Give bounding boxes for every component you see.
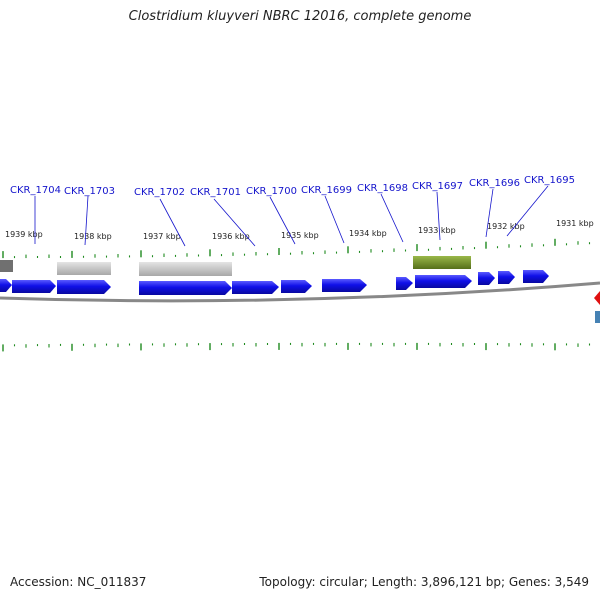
accession-text: Accession: NC_011837 xyxy=(10,575,147,589)
gene-label-ckr-1697[interactable]: CKR_1697 xyxy=(412,181,463,192)
gene-label-ckr-1700[interactable]: CKR_1700 xyxy=(246,186,297,197)
leader-line-ckr-1703 xyxy=(84,195,89,246)
gene-label-ckr-1702[interactable]: CKR_1702 xyxy=(134,187,185,198)
gene-feature-gray[interactable] xyxy=(139,262,232,276)
gene-label-ckr-1699[interactable]: CKR_1699 xyxy=(301,185,352,196)
gene-label-ckr-1696[interactable]: CKR_1696 xyxy=(469,178,520,189)
gene-label-ckr-1701[interactable]: CKR_1701 xyxy=(190,187,241,198)
leader-line-ckr-1698 xyxy=(380,193,404,243)
gene-arrow[interactable] xyxy=(139,281,232,295)
position-label-1939: 1939 kbp xyxy=(5,230,43,239)
leader-line-ckr-1699 xyxy=(324,195,345,244)
genome-backbone xyxy=(0,281,600,303)
position-label-1936: 1936 kbp xyxy=(212,232,250,241)
red-marker[interactable] xyxy=(594,291,600,305)
position-label-1938: 1938 kbp xyxy=(74,232,112,241)
map-title: Clostridium kluyveri NBRC 12016, complet… xyxy=(128,9,472,24)
gene-arrow[interactable] xyxy=(232,281,279,294)
position-label-1935: 1935 kbp xyxy=(281,231,319,240)
leader-line-ckr-1702 xyxy=(159,198,186,247)
inner-tick-ring xyxy=(2,342,591,352)
gene-arrow[interactable] xyxy=(281,280,312,293)
genome-stats-text: Topology: circular; Length: 3,896,121 bp… xyxy=(259,575,589,589)
gene-label-ckr-1703[interactable]: CKR_1703 xyxy=(64,186,115,197)
gene-arrow[interactable] xyxy=(0,279,12,292)
gene-label-ckr-1698[interactable]: CKR_1698 xyxy=(357,183,408,194)
gene-arrow[interactable] xyxy=(498,271,515,284)
outer-tick-ring xyxy=(2,238,591,259)
gene-arrow[interactable] xyxy=(523,270,549,283)
gene-arrow[interactable] xyxy=(415,275,472,288)
gene-feature-gray[interactable] xyxy=(57,262,111,275)
gene-feature-gray-dark[interactable] xyxy=(0,260,13,272)
gene-label-ckr-1695[interactable]: CKR_1695 xyxy=(524,175,575,186)
gene-arrow[interactable] xyxy=(396,277,413,290)
leader-line-ckr-1701 xyxy=(213,198,256,247)
position-label-1933: 1933 kbp xyxy=(418,226,456,235)
gene-arrow[interactable] xyxy=(478,272,495,285)
gene-arrow[interactable] xyxy=(322,279,367,292)
leader-line-ckr-1697 xyxy=(436,191,441,241)
steel-marker[interactable] xyxy=(595,311,600,323)
leader-line-ckr-1695 xyxy=(506,185,549,237)
gene-arrow[interactable] xyxy=(57,280,111,294)
position-label-1931: 1931 kbp xyxy=(556,219,594,228)
gene-label-ckr-1704[interactable]: CKR_1704 xyxy=(10,185,61,196)
gene-leader-lines xyxy=(34,185,549,247)
position-label-1937: 1937 kbp xyxy=(143,232,181,241)
gene-arrow[interactable] xyxy=(12,280,56,293)
position-label-1934: 1934 kbp xyxy=(349,229,387,238)
leader-line-ckr-1700 xyxy=(269,196,296,245)
position-label-1932: 1932 kbp xyxy=(487,222,525,231)
gene-feature-olive[interactable] xyxy=(413,256,471,269)
leader-line-ckr-1696 xyxy=(485,188,494,238)
